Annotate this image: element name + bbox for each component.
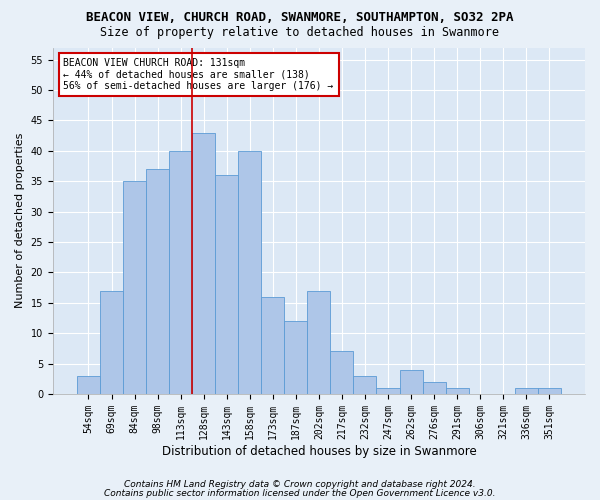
Bar <box>238 151 261 394</box>
Bar <box>169 151 192 394</box>
Bar <box>100 290 123 394</box>
Y-axis label: Number of detached properties: Number of detached properties <box>15 133 25 308</box>
Bar <box>146 169 169 394</box>
Bar <box>538 388 561 394</box>
Text: Size of property relative to detached houses in Swanmore: Size of property relative to detached ho… <box>101 26 499 39</box>
Bar <box>261 296 284 394</box>
Bar <box>123 181 146 394</box>
Text: BEACON VIEW, CHURCH ROAD, SWANMORE, SOUTHAMPTON, SO32 2PA: BEACON VIEW, CHURCH ROAD, SWANMORE, SOUT… <box>86 11 514 24</box>
Bar <box>307 290 331 394</box>
Bar <box>353 376 376 394</box>
Text: Contains HM Land Registry data © Crown copyright and database right 2024.: Contains HM Land Registry data © Crown c… <box>124 480 476 489</box>
Bar <box>446 388 469 394</box>
Bar <box>77 376 100 394</box>
Bar <box>515 388 538 394</box>
Text: BEACON VIEW CHURCH ROAD: 131sqm
← 44% of detached houses are smaller (138)
56% o: BEACON VIEW CHURCH ROAD: 131sqm ← 44% of… <box>64 58 334 91</box>
Bar <box>215 175 238 394</box>
Bar <box>376 388 400 394</box>
Bar <box>192 132 215 394</box>
X-axis label: Distribution of detached houses by size in Swanmore: Distribution of detached houses by size … <box>161 444 476 458</box>
Bar <box>422 382 446 394</box>
Bar <box>400 370 422 394</box>
Bar <box>331 352 353 394</box>
Text: Contains public sector information licensed under the Open Government Licence v3: Contains public sector information licen… <box>104 489 496 498</box>
Bar <box>284 321 307 394</box>
